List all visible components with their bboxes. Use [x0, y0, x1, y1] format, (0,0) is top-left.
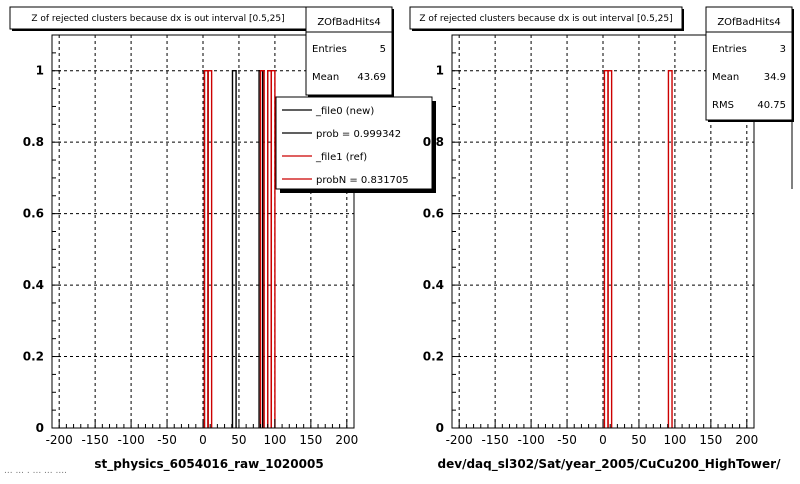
- x-tick-label: -200: [446, 433, 473, 447]
- y-tick-label: 0.2: [423, 350, 444, 364]
- stats-value: 40.75: [757, 100, 786, 111]
- chart-2: -200 -150 -100 -50 0 50 100 150 200 0 0.2 0.4 0.6 0.8…: [409, 6, 794, 472]
- legend-entry: probN = 0.831705: [316, 175, 409, 186]
- plot-area: [452, 35, 754, 428]
- stats-label: Mean: [312, 72, 339, 83]
- y-tick-label: 0.6: [423, 207, 444, 221]
- y-tick-label: 0.4: [23, 278, 44, 292]
- histogram-bar-1-2: [231, 70, 237, 428]
- x-tick-label: -200: [46, 433, 73, 447]
- legend-box: [275, 96, 433, 190]
- stats-label: RMS: [712, 100, 734, 111]
- x-tick-label: 150: [699, 433, 722, 447]
- x-axis-label: st_physics_6054016_raw_1020005: [94, 457, 323, 472]
- histogram-bar-2-3: [259, 70, 265, 428]
- x-tick-label: -50: [157, 433, 177, 447]
- x-axis-label: dev/daq_sl302/Sat/year_2005/CuCu200_High…: [438, 457, 782, 472]
- chart-title: Z of rejected clusters because dx is out…: [419, 14, 672, 24]
- y-tick-label: 0.2: [23, 350, 44, 364]
- x-tick-label: -150: [482, 433, 509, 447]
- x-tick-label: 100: [263, 433, 286, 447]
- x-tick-label: -50: [557, 433, 577, 447]
- stats-label: Mean: [712, 72, 739, 83]
- stats-label: Entries: [712, 44, 747, 55]
- footer-text: ... ... . ... ... ....: [4, 466, 67, 476]
- stats-name: ZOfBadHits4: [717, 17, 780, 28]
- stats-value: 34.9: [764, 72, 786, 83]
- y-tick-label: 0.8: [423, 135, 444, 149]
- y-tick-label: 1: [436, 64, 444, 78]
- legend-entry: _file0 (new): [315, 106, 374, 117]
- legend: _file0 (new) prob = 0.999342 _file1 (ref) p…: [275, 96, 436, 193]
- stats-name: ZOfBadHits4: [317, 17, 380, 28]
- y-tick-label: 0: [36, 421, 44, 435]
- y-tick-label: 0.4: [423, 278, 444, 292]
- stats-box: [705, 6, 793, 121]
- histogram-bar-2-5: [270, 70, 276, 428]
- x-tick-label: 0: [599, 433, 607, 447]
- y-tick-label: 1: [36, 64, 44, 78]
- x-tick-label: 50: [631, 433, 646, 447]
- x-tick-label: 200: [735, 433, 758, 447]
- x-tick-label: 150: [299, 433, 322, 447]
- x-tick-label: 100: [663, 433, 686, 447]
- legend-entry: _file1 (ref): [315, 152, 367, 163]
- histogram-bar-2-2: [207, 70, 213, 428]
- title-box: [409, 6, 683, 30]
- x-tick-label: 50: [231, 433, 246, 447]
- stats-value: 3: [780, 44, 786, 55]
- stats-box: [305, 6, 393, 96]
- stats-label: Entries: [312, 44, 347, 55]
- stats-value: 5: [380, 44, 386, 55]
- x-tick-label: 200: [335, 433, 358, 447]
- y-tick-label: 0.6: [23, 207, 44, 221]
- stats-value: 43.69: [357, 72, 386, 83]
- chart-title: Z of rejected clusters because dx is out…: [31, 14, 284, 24]
- x-tick-label: -150: [82, 433, 109, 447]
- x-tick-label: -100: [517, 433, 544, 447]
- histogram-bar-1-3: [667, 70, 673, 428]
- x-tick-label: -100: [117, 433, 144, 447]
- legend-entry: prob = 0.999342: [316, 129, 401, 140]
- y-tick-label: 0.8: [23, 135, 44, 149]
- histogram-bar-1-2: [607, 70, 613, 428]
- chart-1: -200 -150 -100 -50 0 50 100 150 20000.20.40.60.8…: [9, 6, 793, 472]
- y-tick-label: 0: [436, 421, 444, 435]
- x-tick-label: 0: [199, 433, 207, 447]
